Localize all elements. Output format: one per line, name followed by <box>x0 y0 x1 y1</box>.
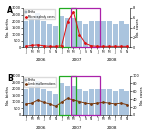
Y-axis label: No. births: No. births <box>6 86 10 105</box>
Bar <box>29 86 34 115</box>
Bar <box>95 21 100 47</box>
Bar <box>53 26 58 47</box>
Text: 2008: 2008 <box>107 126 117 130</box>
Text: 2007: 2007 <box>71 126 82 130</box>
Bar <box>59 8 76 47</box>
Bar <box>124 91 129 115</box>
Bar <box>107 89 112 115</box>
Bar <box>83 91 88 115</box>
Text: A: A <box>7 6 13 15</box>
Y-axis label: No. cases: No. cases <box>140 86 144 105</box>
Bar <box>77 21 82 47</box>
Bar <box>53 94 58 115</box>
Bar <box>59 76 76 115</box>
Bar <box>89 21 94 47</box>
Bar <box>35 13 40 47</box>
Bar <box>101 89 106 115</box>
Bar <box>71 86 76 115</box>
Bar <box>118 21 124 47</box>
Bar <box>65 86 70 115</box>
Bar <box>107 21 112 47</box>
Text: 2006: 2006 <box>36 126 46 130</box>
Bar <box>118 89 124 115</box>
Bar <box>47 24 52 47</box>
Text: 2006: 2006 <box>36 58 46 62</box>
Bar <box>70 8 100 47</box>
Text: 2008: 2008 <box>107 58 117 62</box>
Text: 2007: 2007 <box>71 58 82 62</box>
Bar <box>59 16 64 47</box>
Bar <box>89 89 94 115</box>
Bar <box>83 24 88 47</box>
Bar <box>29 18 34 47</box>
Y-axis label: No. births: No. births <box>6 18 10 37</box>
Bar <box>124 24 129 47</box>
Y-axis label: No. cases: No. cases <box>136 18 140 37</box>
Legend: Births, Limb malformations: Births, Limb malformations <box>24 77 56 87</box>
Bar <box>71 18 76 47</box>
Text: B: B <box>7 74 13 83</box>
Bar <box>112 24 118 47</box>
Bar <box>41 21 46 47</box>
Bar <box>95 89 100 115</box>
Bar <box>65 18 70 47</box>
Bar <box>101 21 106 47</box>
Bar <box>77 89 82 115</box>
Bar <box>35 81 40 115</box>
Legend: Births, Microcephaly cases: Births, Microcephaly cases <box>24 9 56 19</box>
Bar <box>23 21 28 47</box>
Bar <box>59 83 64 115</box>
Bar <box>23 89 28 115</box>
Bar <box>70 76 100 115</box>
Bar <box>112 91 118 115</box>
Bar <box>41 89 46 115</box>
Bar <box>47 91 52 115</box>
